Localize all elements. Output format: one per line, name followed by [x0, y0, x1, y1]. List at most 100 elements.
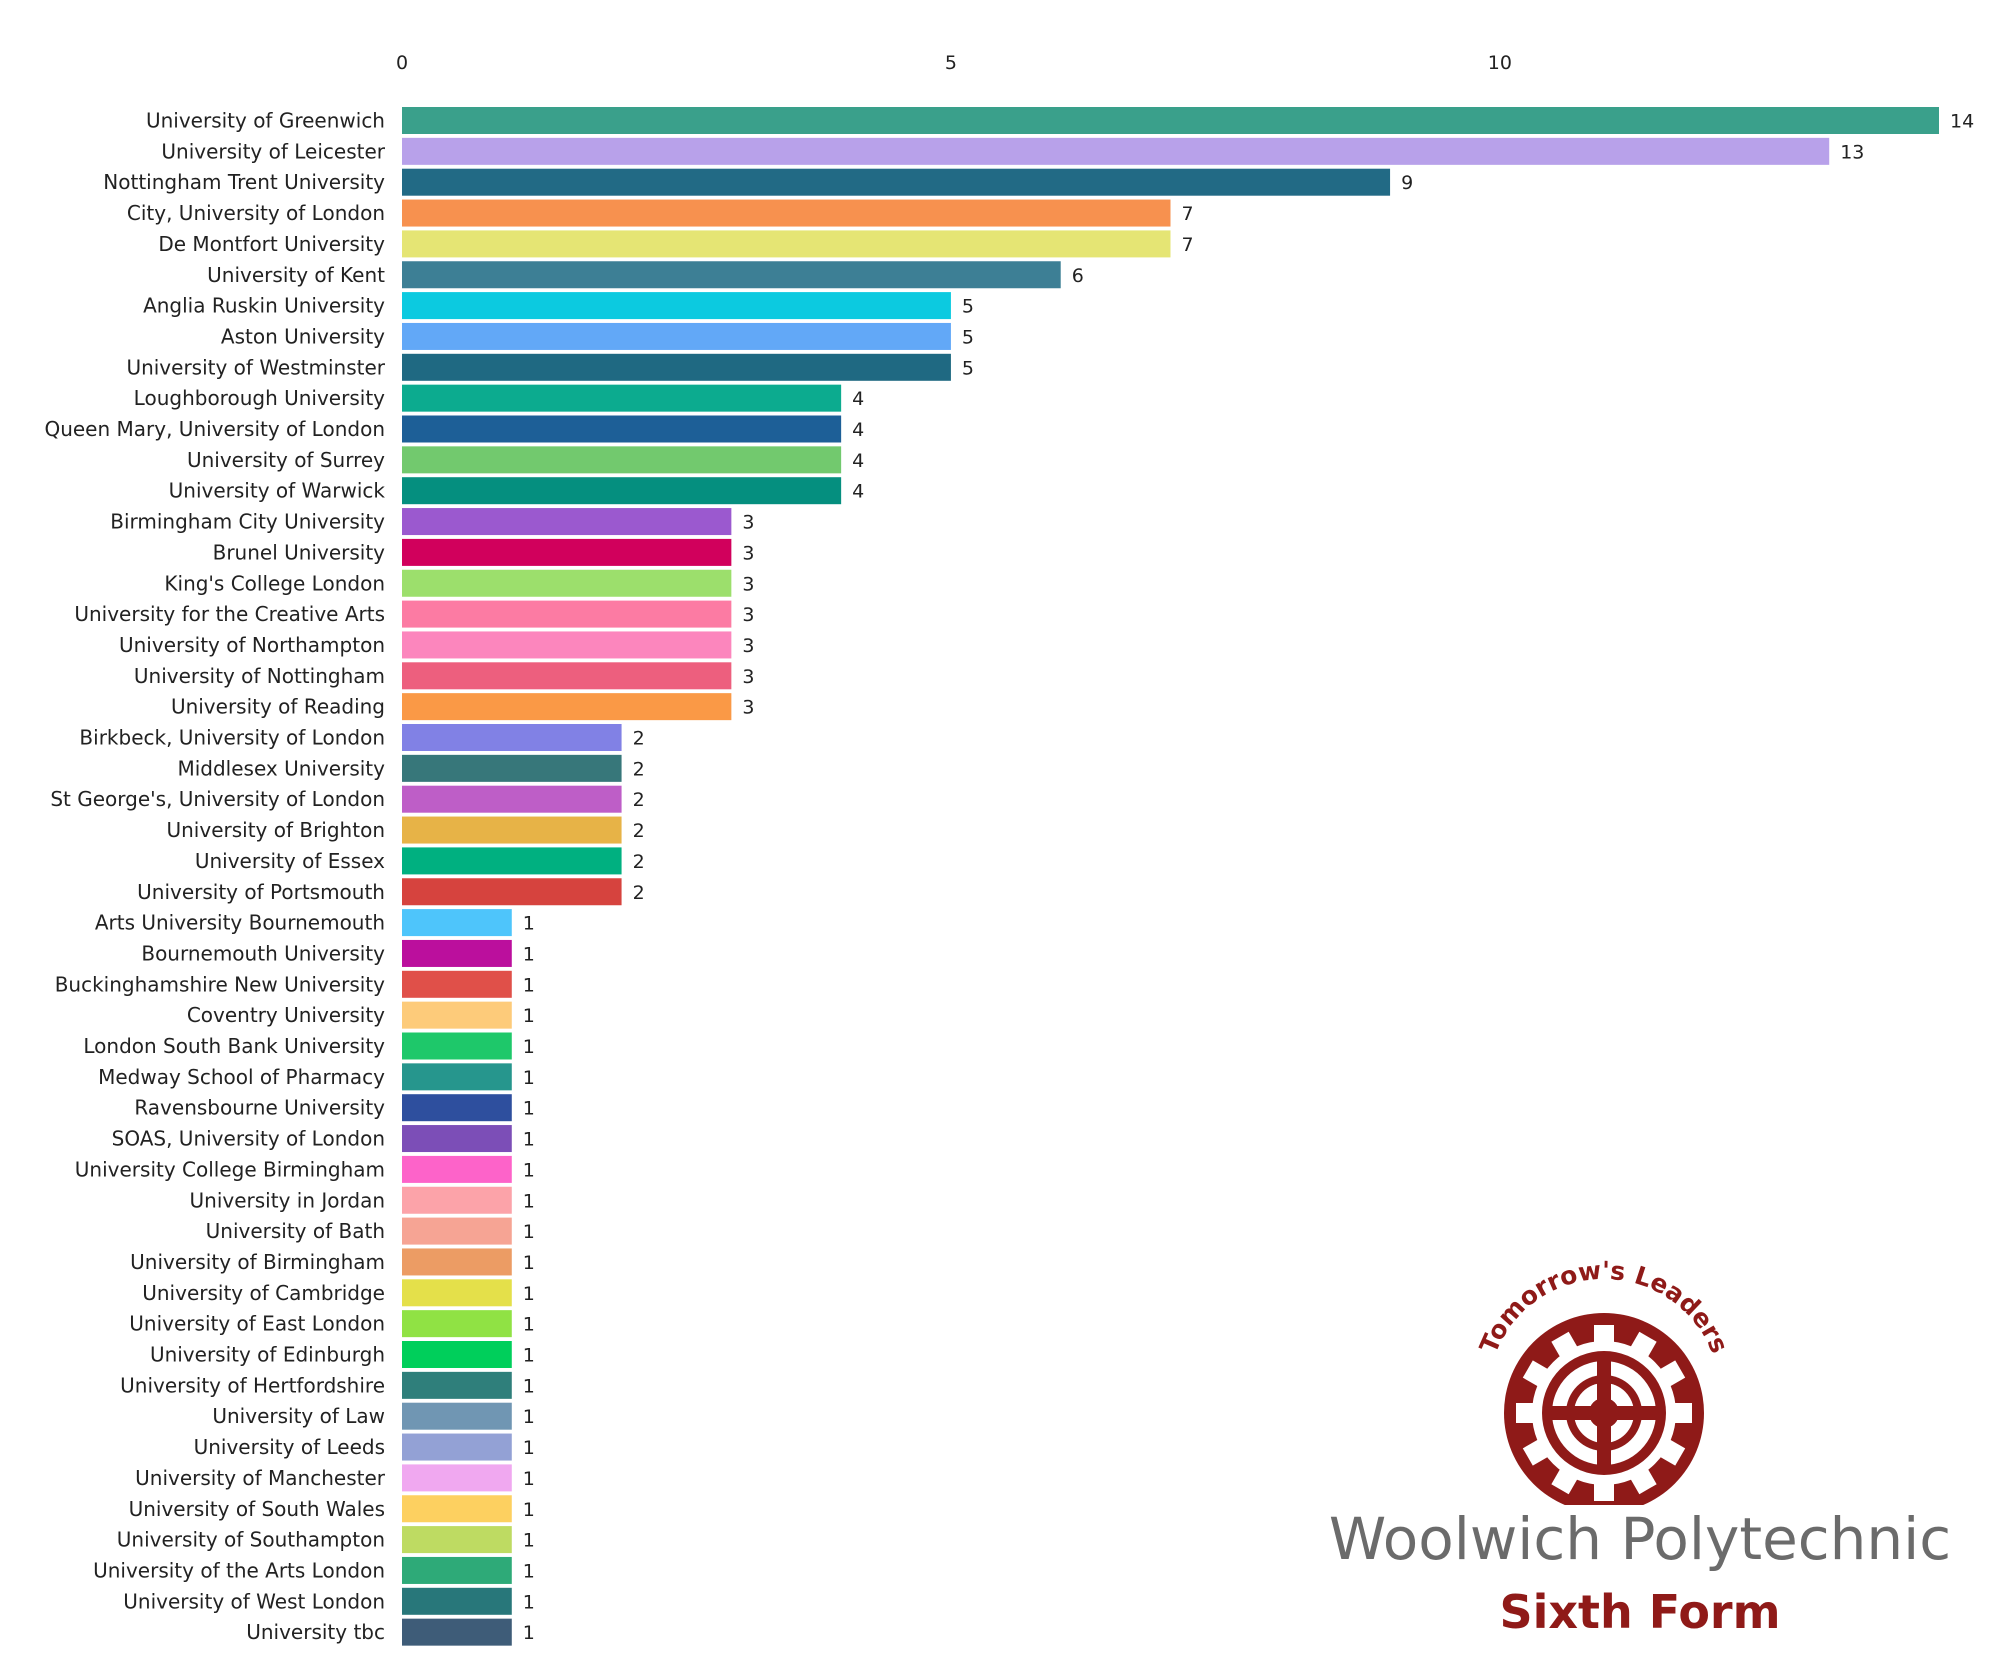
bar [402, 1402, 512, 1430]
value-label: 2 [633, 789, 645, 811]
value-label: 3 [742, 635, 754, 657]
category-label: University of Cambridge [142, 1281, 385, 1305]
bar [402, 292, 951, 320]
bar [402, 322, 951, 350]
value-label: 1 [523, 974, 535, 996]
value-label: 13 [1840, 141, 1864, 163]
category-label: University of East London [129, 1312, 385, 1336]
category-label: University of Reading [171, 695, 385, 719]
category-label: Bournemouth University [141, 941, 385, 965]
value-label: 3 [742, 666, 754, 688]
value-label: 1 [523, 1530, 535, 1552]
bar [402, 168, 1391, 196]
category-label: St George's, University of London [50, 787, 385, 811]
bar [402, 600, 732, 628]
value-label: 1 [523, 1437, 535, 1459]
category-label: De Montfort University [158, 232, 385, 256]
bar [402, 724, 622, 751]
bar [402, 785, 622, 813]
category-label: University for the Creative Arts [74, 602, 385, 626]
x-tick-label: 5 [945, 52, 957, 74]
value-label: 1 [523, 1345, 535, 1367]
bar [402, 1279, 512, 1307]
value-label: 1 [523, 943, 535, 965]
value-label: 3 [742, 542, 754, 564]
bar [402, 508, 732, 536]
value-label: 1 [523, 1190, 535, 1212]
bar [402, 415, 842, 443]
gear-emblem-icon: Tomorrow's Leaders [1474, 1256, 1734, 1513]
bar [402, 1063, 512, 1091]
bar [402, 1125, 512, 1153]
bar [402, 909, 512, 937]
value-label: 1 [523, 1591, 535, 1613]
value-label: 1 [523, 1468, 535, 1490]
bar [402, 1248, 512, 1276]
bar [402, 446, 842, 474]
value-label: 4 [852, 388, 864, 410]
bar [402, 693, 732, 721]
bar [402, 1001, 512, 1029]
category-label: University of Warwick [169, 479, 386, 503]
bar [402, 754, 622, 782]
value-label: 1 [523, 1283, 535, 1305]
bar [402, 261, 1061, 289]
category-label: Queen Mary, University of London [44, 417, 385, 441]
category-label: University of Greenwich [146, 109, 385, 133]
category-label: University of Edinburgh [150, 1343, 385, 1367]
value-label: 3 [742, 697, 754, 719]
value-labels: 14 13 9 7 7 6 5 5 5 4 4 4 4 3 3 3 3 3 3 3 2 2 2 2 2 2 1 1 1 1 1 1 1 1 1 1 1 1… [523, 111, 1974, 1645]
value-label: 6 [1072, 265, 1084, 287]
value-label: 1 [523, 1622, 535, 1644]
bar [402, 538, 732, 566]
category-label: Coventry University [187, 1003, 385, 1027]
bar [402, 137, 1830, 165]
bar [402, 631, 732, 659]
bar [402, 939, 512, 967]
bar [402, 199, 1171, 227]
bar [402, 384, 842, 412]
category-label: University College Birmingham [75, 1157, 385, 1181]
value-label: 14 [1950, 111, 1974, 133]
bar [402, 1341, 512, 1368]
value-label: 1 [523, 1005, 535, 1027]
bar [402, 1526, 512, 1554]
bar [402, 1587, 512, 1615]
bar [402, 662, 732, 690]
category-label: University of Nottingham [134, 664, 385, 688]
category-label: Nottingham Trent University [103, 170, 385, 194]
value-label: 1 [523, 1159, 535, 1181]
value-label: 1 [523, 1252, 535, 1274]
value-label: 1 [523, 1098, 535, 1120]
value-label: 7 [1182, 234, 1194, 256]
bar [402, 816, 622, 844]
category-label: University of Northampton [119, 633, 385, 657]
category-label: University of Surrey [187, 448, 385, 472]
category-label: University of Bath [206, 1219, 385, 1243]
bar [402, 107, 1939, 134]
category-label: King's College London [164, 571, 385, 595]
bar [402, 970, 512, 998]
bar [402, 1371, 512, 1399]
value-label: 3 [742, 573, 754, 595]
category-label: SOAS, University of London [112, 1127, 385, 1151]
bar [402, 878, 622, 906]
bar [402, 1464, 512, 1492]
bar [402, 353, 951, 381]
bar [402, 1032, 512, 1060]
category-label: University tbc [246, 1620, 385, 1644]
value-label: 3 [742, 512, 754, 534]
category-label: University of Leicester [161, 139, 385, 163]
value-label: 1 [523, 1560, 535, 1582]
category-label: University of Leeds [194, 1435, 385, 1459]
bar [402, 1495, 512, 1523]
value-label: 2 [633, 882, 645, 904]
value-label: 2 [633, 851, 645, 873]
category-label: University of the Arts London [93, 1558, 385, 1582]
bar [402, 569, 732, 597]
category-label: University of Birmingham [130, 1250, 385, 1274]
category-label: London South Bank University [83, 1034, 385, 1058]
x-tick-label: 10 [1488, 52, 1512, 74]
value-label: 3 [742, 604, 754, 626]
